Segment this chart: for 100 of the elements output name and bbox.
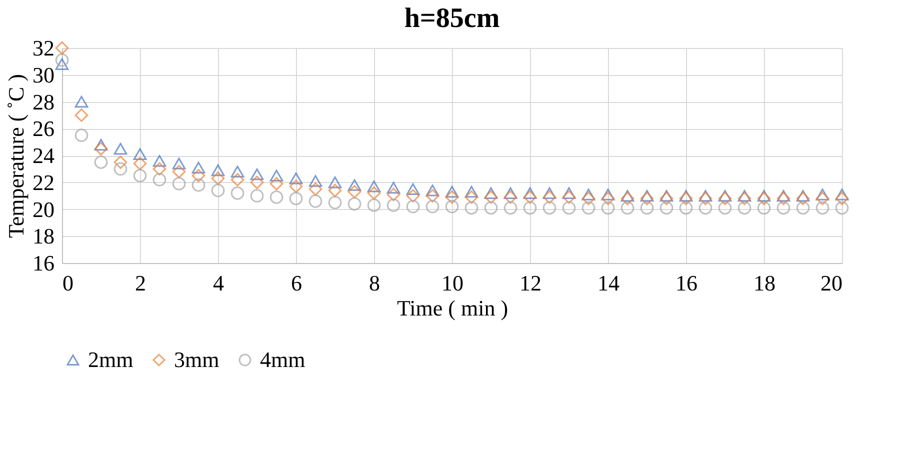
point xyxy=(835,188,849,200)
x-tick-label: 18 xyxy=(754,270,776,296)
x-tick-label: 12 xyxy=(520,270,542,296)
x-tick-label: 14 xyxy=(598,270,620,296)
point xyxy=(270,190,284,204)
point xyxy=(776,192,790,206)
point xyxy=(328,184,342,198)
y-tick-label: 18 xyxy=(32,224,54,249)
point xyxy=(172,158,186,170)
y-axis-title: Temperature ( ˚C ) xyxy=(4,74,28,238)
point xyxy=(55,41,69,55)
point xyxy=(55,53,69,67)
point xyxy=(172,177,186,190)
point xyxy=(133,148,147,160)
x-tick-label: 8 xyxy=(369,270,380,296)
point xyxy=(152,162,166,176)
point xyxy=(464,201,478,215)
point xyxy=(542,201,556,215)
point xyxy=(386,198,400,212)
point xyxy=(289,172,303,184)
point xyxy=(426,189,440,202)
point xyxy=(308,182,322,196)
point xyxy=(445,190,459,204)
point xyxy=(192,162,206,174)
legend-label: 3mm xyxy=(174,347,220,372)
point xyxy=(406,183,420,195)
x-tick-label: 10 xyxy=(442,270,464,296)
point xyxy=(620,192,634,206)
point xyxy=(738,201,752,215)
point xyxy=(464,186,478,198)
point xyxy=(542,187,556,199)
point xyxy=(698,201,712,215)
point xyxy=(406,200,420,214)
point xyxy=(523,187,537,199)
point xyxy=(660,190,674,202)
point xyxy=(445,200,459,214)
point xyxy=(582,192,596,206)
point xyxy=(464,190,478,204)
point xyxy=(270,170,284,182)
y-tick-label: 26 xyxy=(32,116,54,142)
point xyxy=(796,201,810,215)
point xyxy=(640,192,654,206)
point xyxy=(230,166,244,178)
y-tick-label: 30 xyxy=(32,62,54,88)
point xyxy=(718,190,732,202)
point xyxy=(816,192,830,206)
point xyxy=(406,189,420,202)
point xyxy=(289,180,303,194)
point xyxy=(620,201,634,215)
point xyxy=(601,201,615,215)
point xyxy=(679,190,693,202)
point xyxy=(660,192,674,206)
point xyxy=(114,156,128,169)
point xyxy=(367,186,381,200)
point xyxy=(640,190,654,202)
point xyxy=(55,58,69,70)
point xyxy=(660,201,674,215)
x-tick-label: 0 xyxy=(62,270,74,296)
point xyxy=(270,177,284,190)
point xyxy=(114,162,128,176)
x-axis-title: Time ( min ) xyxy=(396,296,508,320)
point xyxy=(718,192,732,206)
point xyxy=(757,190,771,202)
point xyxy=(582,201,596,215)
x-tick-label: 4 xyxy=(213,270,224,296)
point xyxy=(816,201,830,215)
point xyxy=(484,187,498,199)
point xyxy=(328,196,342,210)
point xyxy=(94,142,108,156)
point xyxy=(757,192,771,206)
x-tick-label: 2 xyxy=(135,270,146,296)
point xyxy=(718,201,732,215)
point xyxy=(679,201,693,215)
legend-label: 4mm xyxy=(260,347,306,372)
point xyxy=(289,192,303,206)
point xyxy=(523,190,537,204)
point xyxy=(445,186,459,198)
point xyxy=(211,172,225,186)
point xyxy=(386,182,400,194)
point xyxy=(757,201,771,215)
point xyxy=(640,201,654,215)
point xyxy=(192,178,206,192)
y-tick-label: 32 xyxy=(32,36,54,60)
y-tick-label: 20 xyxy=(32,196,54,222)
point xyxy=(94,156,108,169)
point xyxy=(562,190,576,204)
point xyxy=(426,200,440,214)
point xyxy=(738,190,752,202)
point xyxy=(211,184,225,198)
point xyxy=(504,190,518,204)
point xyxy=(796,190,810,202)
point xyxy=(172,164,186,178)
point xyxy=(211,164,225,176)
point xyxy=(698,190,712,202)
point xyxy=(776,190,790,202)
point xyxy=(562,201,576,215)
point xyxy=(367,180,381,192)
point xyxy=(348,185,362,198)
point xyxy=(601,188,615,200)
point xyxy=(308,175,322,187)
